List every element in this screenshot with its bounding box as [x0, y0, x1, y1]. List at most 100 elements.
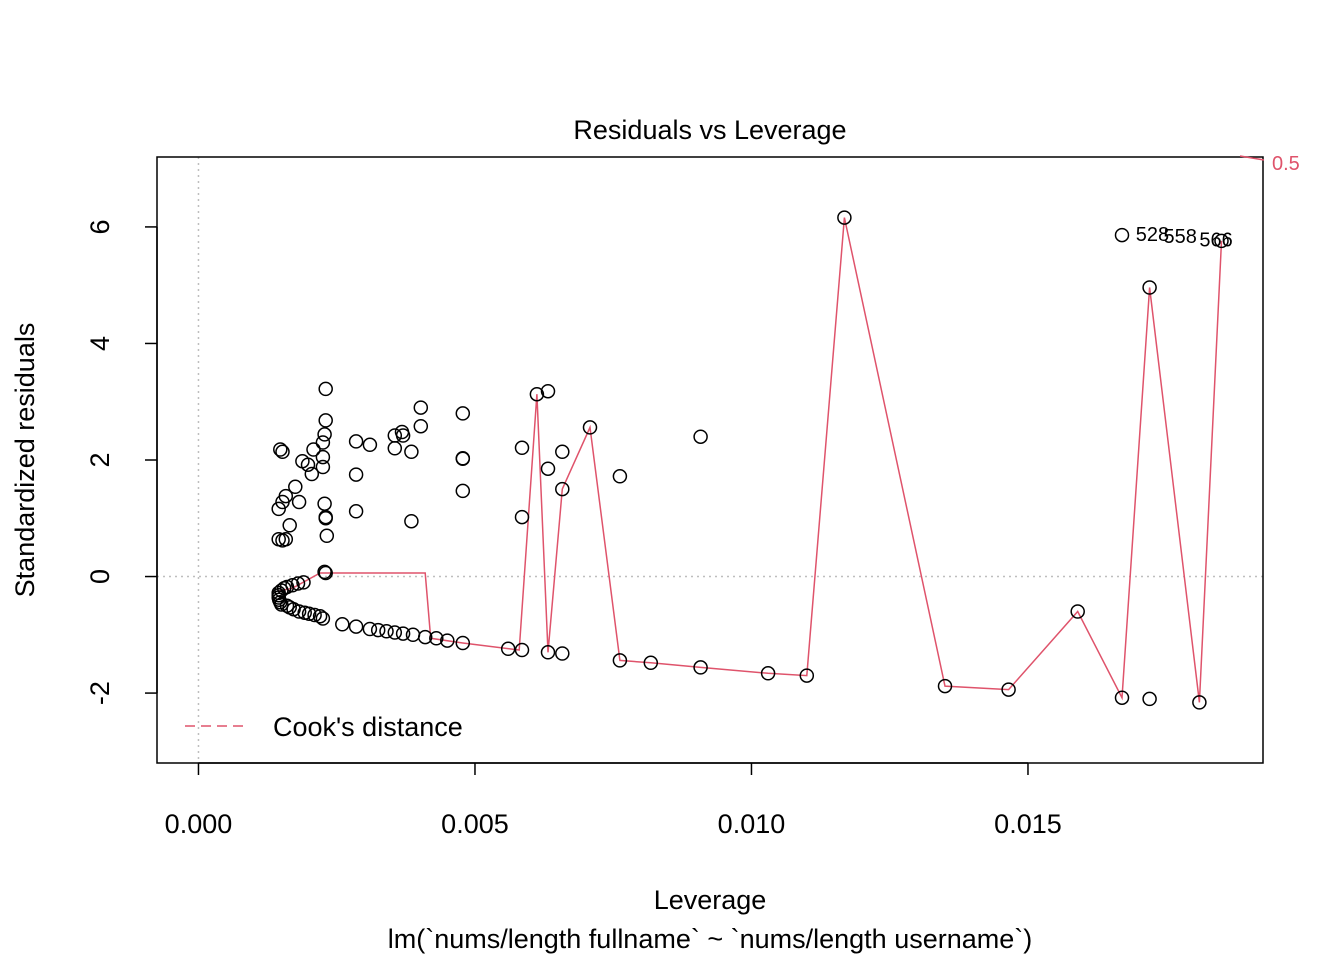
- x-tick-label: 0.015: [994, 809, 1062, 839]
- data-point: [1214, 233, 1229, 249]
- data-point: [440, 633, 455, 648]
- data-point: [540, 645, 556, 660]
- data-point: [937, 678, 953, 694]
- data-point: [275, 444, 290, 460]
- data-point: [455, 483, 471, 499]
- data-point: [300, 457, 316, 472]
- points-group: [271, 210, 1229, 710]
- data-point: [514, 440, 530, 456]
- data-point: [799, 668, 815, 683]
- point-label: 558: [1164, 226, 1197, 248]
- y-tick-label: 2: [85, 452, 115, 467]
- data-point: [317, 427, 332, 442]
- data-point: [288, 479, 303, 495]
- data-point: [315, 449, 331, 465]
- data-point: [318, 565, 333, 581]
- x-tick-label: 0.010: [718, 809, 786, 839]
- data-point: [312, 608, 328, 624]
- data-point: [455, 406, 471, 421]
- data-point: [348, 504, 364, 519]
- data-point: [1070, 604, 1085, 619]
- cooks-contour-line: [1239, 155, 1265, 161]
- y-tick-label: 6: [85, 219, 115, 234]
- data-point: [307, 607, 322, 623]
- data-point: [315, 611, 331, 626]
- data-point: [315, 435, 331, 450]
- point-label: 566: [1199, 230, 1232, 252]
- data-point: [291, 604, 307, 619]
- data-point: [417, 629, 433, 645]
- data-point: [318, 381, 333, 397]
- data-point: [362, 437, 378, 453]
- smooth-line: [278, 217, 1223, 703]
- reference-lines: [157, 157, 1263, 763]
- data-point: [296, 575, 311, 590]
- data-point: [278, 531, 294, 547]
- y-tick-label: -2: [85, 681, 115, 705]
- data-point: [387, 625, 403, 640]
- data-point: [693, 660, 708, 675]
- data-point: [555, 481, 570, 497]
- data-point: [1001, 682, 1016, 697]
- data-point: [370, 622, 386, 638]
- y-axis: -2 0 2 4 6: [85, 219, 158, 705]
- data-point: [291, 494, 307, 510]
- legend: Cook's distance: [185, 712, 463, 742]
- data-point: [304, 466, 320, 482]
- data-point: [540, 461, 556, 476]
- data-point: [529, 386, 545, 402]
- data-point: [582, 420, 598, 435]
- data-point: [395, 626, 411, 641]
- cooks-contour-label: 0.5: [1272, 153, 1300, 175]
- data-point: [379, 624, 394, 639]
- data-point: [387, 441, 403, 456]
- data-point: [413, 418, 429, 434]
- data-point: [643, 655, 659, 671]
- data-point: [306, 442, 321, 457]
- data-point: [290, 576, 306, 591]
- data-point: [514, 509, 530, 525]
- data-point: [318, 511, 333, 526]
- data-point: [837, 210, 852, 225]
- data-point: [514, 642, 530, 658]
- data-point: [318, 413, 333, 428]
- data-point: [500, 641, 516, 657]
- model-formula-subtitle: lm(`nums/length fullname` ~ `nums/length…: [388, 924, 1033, 954]
- data-point: [278, 488, 294, 504]
- data-point: [1142, 280, 1157, 295]
- y-tick-label: 4: [85, 336, 115, 351]
- point-label: 528: [1136, 224, 1169, 246]
- smooth-line-group: [278, 217, 1223, 703]
- data-point: [429, 631, 444, 646]
- x-axis: 0.000 0.005 0.010 0.015: [165, 762, 1062, 839]
- data-point: [395, 428, 411, 443]
- data-point: [315, 459, 331, 475]
- data-point: [348, 434, 364, 449]
- data-point: [555, 444, 570, 460]
- x-tick-label: 0.005: [441, 809, 509, 839]
- data-point: [693, 429, 708, 444]
- data-point: [1192, 695, 1207, 710]
- data-point: [319, 528, 335, 544]
- data-point: [317, 564, 332, 580]
- data-point: [274, 597, 289, 612]
- data-point: [279, 579, 295, 595]
- data-point: [455, 451, 471, 466]
- data-point: [760, 666, 776, 681]
- data-point: [404, 513, 419, 529]
- data-point: [413, 400, 429, 415]
- y-axis-label: Standardized residuals: [10, 323, 40, 598]
- data-point: [348, 467, 364, 482]
- x-tick-label: 0.000: [165, 809, 233, 839]
- y-tick-label: 0: [85, 569, 115, 584]
- chart-title: Residuals vs Leverage: [573, 115, 846, 145]
- data-point: [362, 621, 378, 637]
- data-point: [612, 469, 628, 484]
- x-axis-label: Leverage: [654, 885, 767, 915]
- data-point: [404, 444, 419, 460]
- data-point: [282, 518, 297, 533]
- data-point: [348, 619, 364, 634]
- data-point: [612, 653, 628, 668]
